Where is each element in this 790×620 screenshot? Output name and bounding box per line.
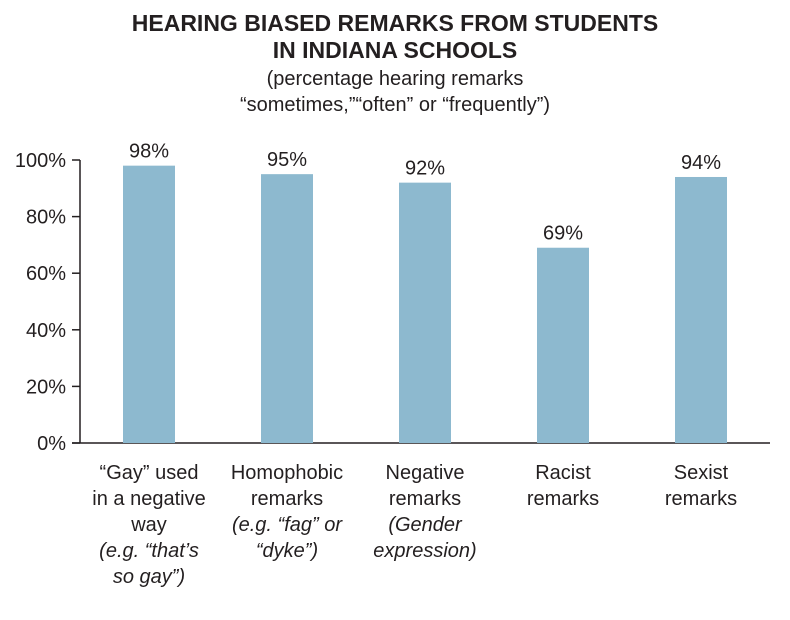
bar [123,165,175,443]
data-label: 94% [681,152,721,174]
chart-subtitle-line: “sometimes,”“often” or “frequently”) [239,94,551,116]
chart-title: HEARING BIASED REMARKS FROM STUDENTS IN … [0,10,790,64]
category-example-line: (Gender [388,514,462,536]
category-label-line: Negative [385,462,465,484]
chart-subtitle-line: (percentage hearing remarks [266,68,524,90]
category-label-line: in a negative [92,488,206,510]
category-label-line: Homophobic [230,462,344,484]
category-example-line: so gay”) [112,566,186,588]
category-example-line: expression) [373,540,477,562]
data-label: 98% [129,141,169,163]
bar [399,182,451,443]
category-label-line: Racist [535,462,591,484]
data-label: 69% [543,223,583,245]
bar [261,174,313,443]
bar [537,247,589,443]
chart-subtitle: (percentage hearing remarks “sometimes,”… [0,66,790,118]
category-label-line: remarks [388,488,462,510]
category-label-line: Sexist [673,462,729,484]
category-label-line: “Gay” used [99,462,199,484]
category-label-line: way [131,514,167,536]
category-example-line: (e.g. “that’s [99,540,199,562]
data-label: 95% [267,149,307,171]
category-example-line: “dyke”) [255,540,319,562]
y-tick-label: 80% [26,207,66,229]
chart-title-line: HEARING BIASED REMARKS FROM STUDENTS [131,10,659,36]
x-category-label: Racist remarks [488,460,638,512]
x-category-label: Negative remarks (Gender expression) [350,460,500,564]
x-category-label: “Gay” used in a negative way (e.g. “that’s s… [74,460,224,590]
y-tick-label: 100% [15,150,66,172]
y-tick-label: 60% [26,263,66,285]
category-label-line: remarks [664,488,738,510]
y-tick-label: 0% [37,433,66,455]
category-example-line: (e.g. “fag” or [231,514,343,536]
bar [675,176,727,444]
category-label-line: remarks [250,488,324,510]
y-tick-label: 20% [26,376,66,398]
x-category-label: Sexist remarks [626,460,776,512]
x-category-label: Homophobic remarks (e.g. “fag” or “dyke”) [212,460,362,564]
category-label-line: remarks [526,488,600,510]
chart-title-line: IN INDIANA SCHOOLS [272,37,518,63]
y-tick-label: 40% [26,320,66,342]
data-label: 92% [405,158,445,180]
